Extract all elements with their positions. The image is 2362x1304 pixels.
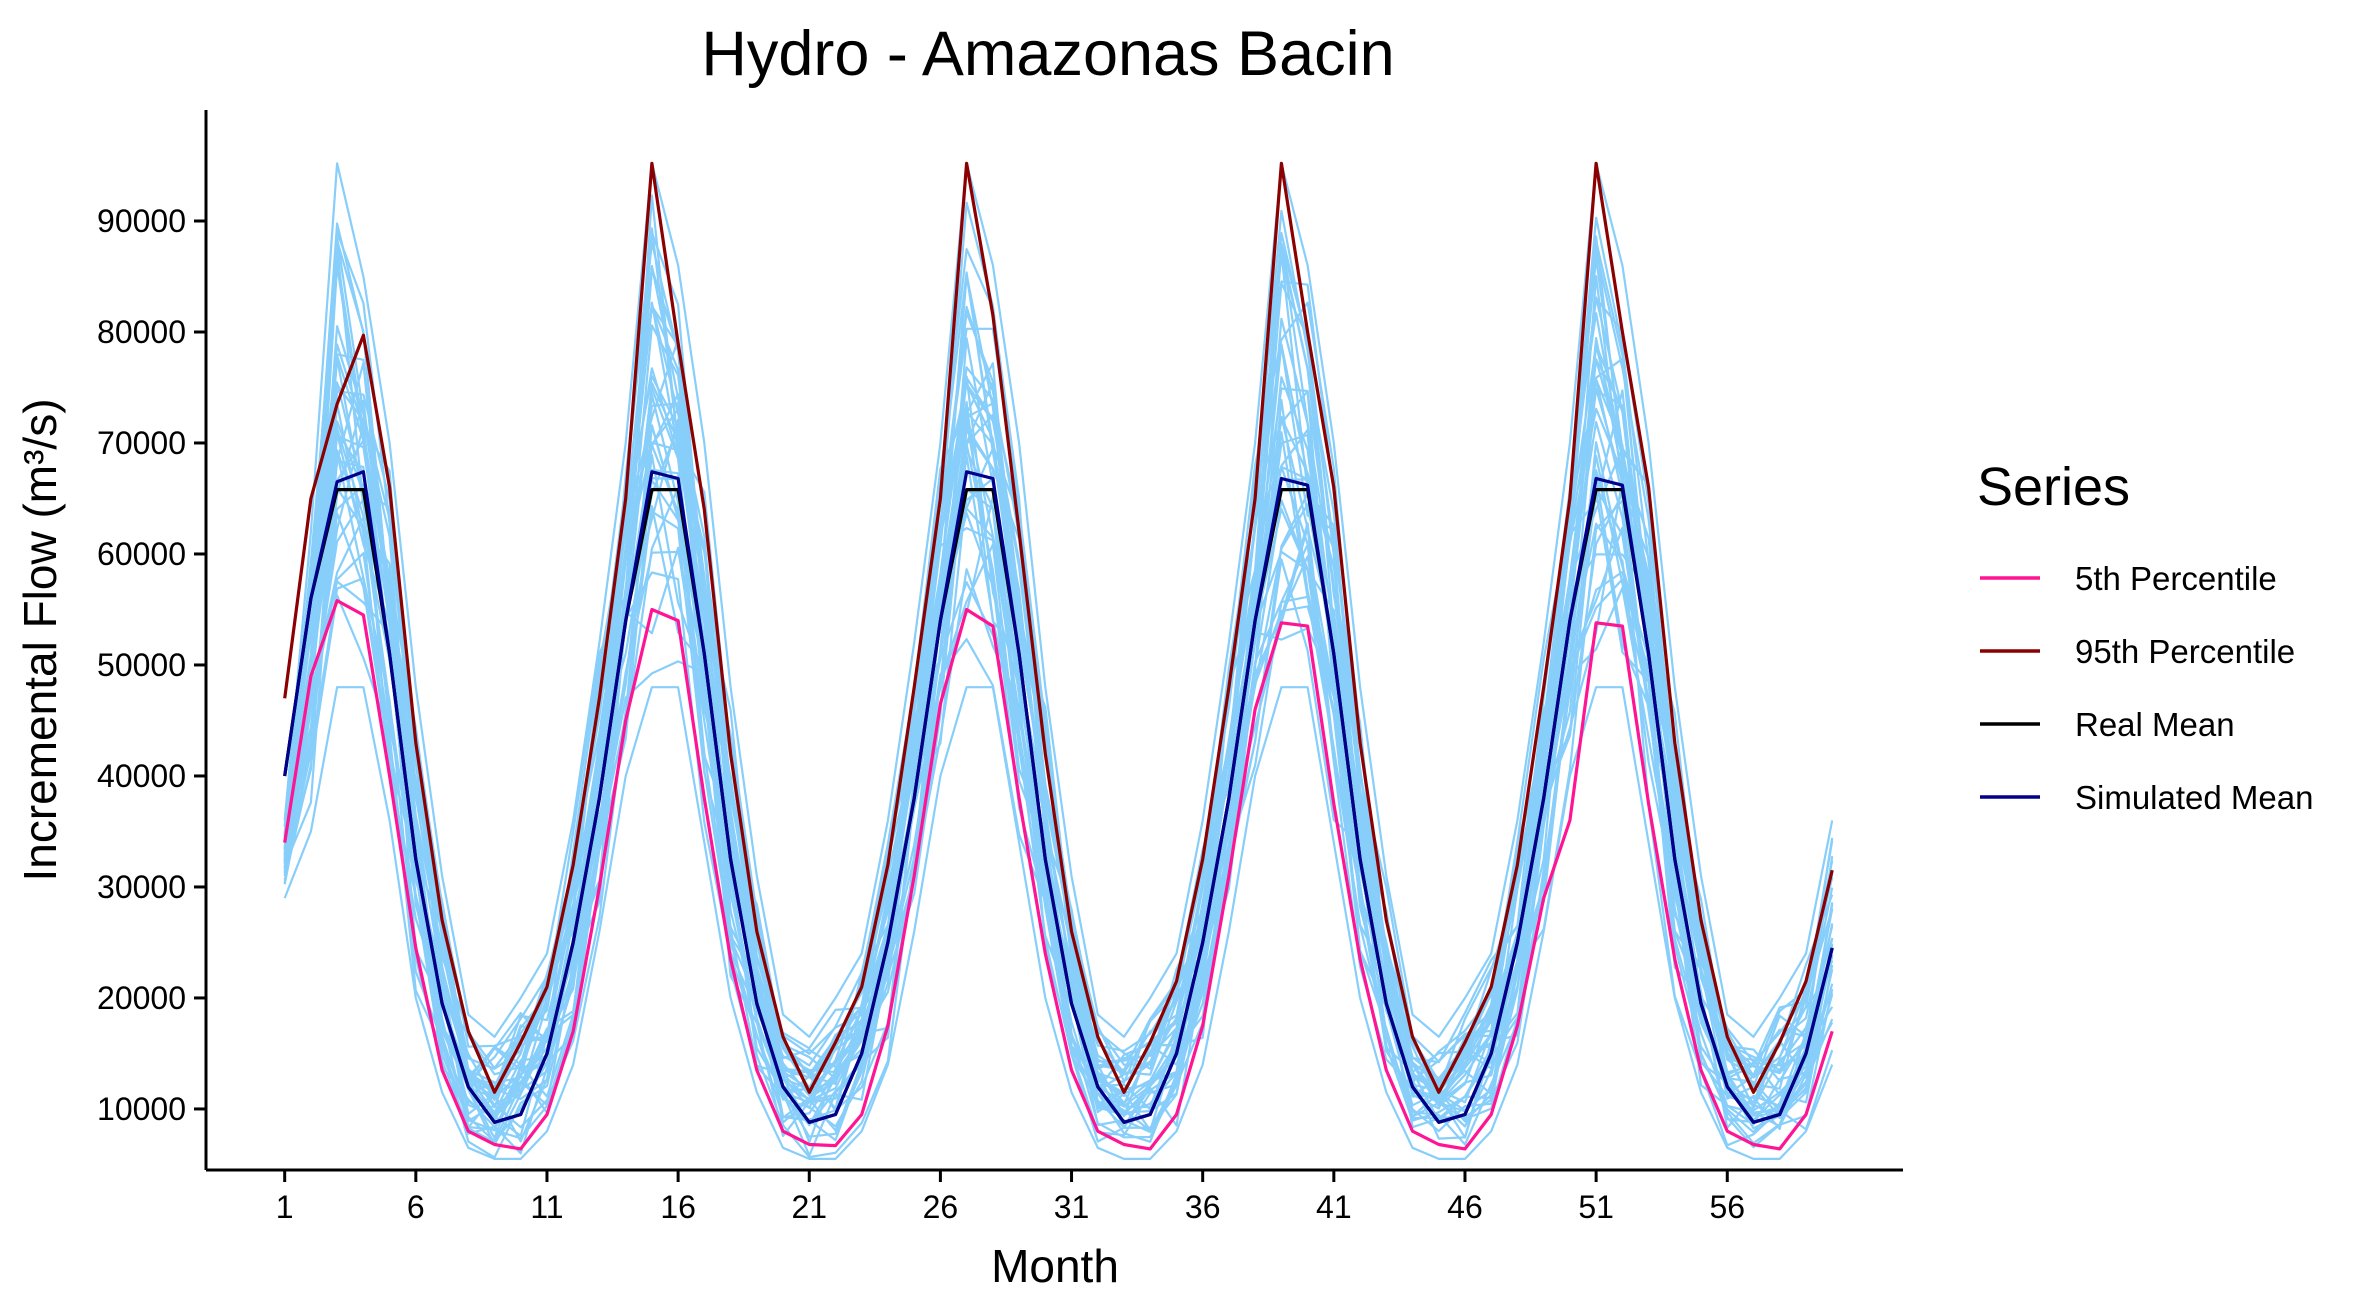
legend-label-real-mean: Real Mean [2075, 706, 2235, 743]
simulation-trace [283, 244, 1834, 1103]
chart-title: Hydro - Amazonas Bacin [701, 19, 1394, 89]
x-tick-label: 46 [1447, 1189, 1483, 1225]
simulation-traces [283, 162, 1834, 1160]
x-tick-label: 6 [407, 1189, 425, 1225]
simulation-trace [283, 686, 1834, 1160]
x-tick-label: 16 [660, 1189, 696, 1225]
legend-items: 5th Percentile 95th Percentile Real Mean Si… [1980, 560, 2313, 816]
y-tick-label: 40000 [97, 758, 186, 794]
y-tick-label: 60000 [97, 536, 186, 572]
series-line-simulated-mean [283, 470, 1834, 1124]
y-axis-ticks: 10000 20000 30000 40000 50000 60000 70000 80000… [97, 203, 206, 1127]
y-axis-title: Incremental Flow (m³/s) [14, 398, 66, 881]
y-tick-label: 70000 [97, 425, 186, 461]
x-tick-label: 41 [1316, 1189, 1352, 1225]
legend-label-simulated-mean: Simulated Mean [2075, 779, 2313, 816]
y-tick-label: 90000 [97, 203, 186, 239]
y-tick-label: 80000 [97, 314, 186, 350]
x-tick-label: 11 [530, 1189, 563, 1225]
y-tick-label: 10000 [97, 1091, 186, 1127]
x-tick-label: 31 [1054, 1189, 1090, 1225]
series-lines [283, 161, 1834, 1151]
legend-title: Series [1977, 457, 2130, 517]
x-axis-ticks: 1 6 11 16 21 26 31 36 41 46 51 56 [276, 1170, 1745, 1225]
legend-label-5th-percentile: 5th Percentile [2075, 560, 2277, 597]
y-tick-label: 50000 [97, 647, 186, 683]
series-line-5th-percentile [283, 599, 1834, 1151]
legend: Series 5th Percentile 95th Percentile Real… [1977, 457, 2313, 816]
simulation-trace [283, 273, 1834, 1106]
x-tick-label: 1 [276, 1189, 294, 1225]
simulation-trace [283, 216, 1834, 1102]
y-tick-label: 20000 [97, 980, 186, 1016]
x-tick-label: 21 [791, 1189, 827, 1225]
simulation-trace [283, 418, 1834, 1146]
simulation-trace [283, 162, 1834, 1038]
series-line-95th-percentile [283, 161, 1834, 1094]
legend-label-95th-percentile: 95th Percentile [2075, 633, 2295, 670]
y-tick-label: 30000 [97, 869, 186, 905]
x-tick-label: 26 [923, 1189, 959, 1225]
x-tick-label: 36 [1185, 1189, 1221, 1225]
x-tick-label: 51 [1578, 1189, 1614, 1225]
x-axis-title: Month [991, 1240, 1119, 1292]
x-tick-label: 56 [1709, 1189, 1745, 1225]
